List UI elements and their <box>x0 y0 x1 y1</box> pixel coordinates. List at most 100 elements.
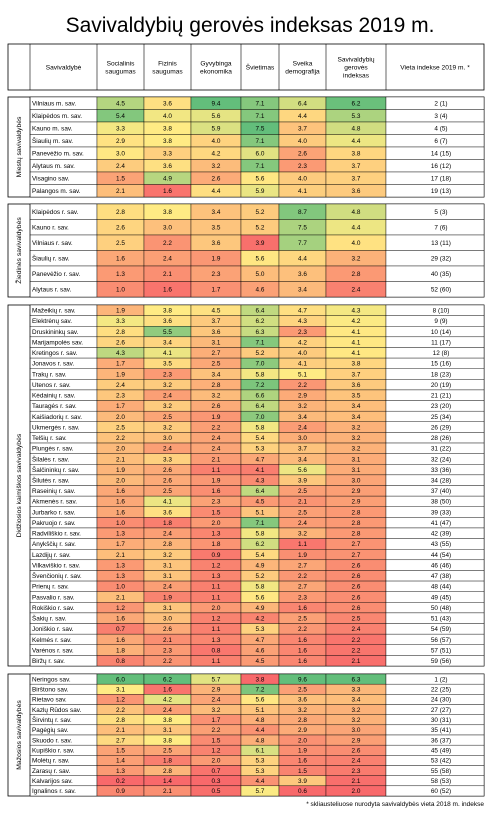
value-label: 2.1 <box>212 456 221 463</box>
value-label: 2.4 <box>163 393 172 400</box>
rank-label: 44 (54) <box>431 552 451 559</box>
value-label: 7.1 <box>256 138 265 145</box>
value-label: 1.3 <box>212 637 221 644</box>
value-label: 3.8 <box>163 717 172 724</box>
value-label: 3.6 <box>163 101 172 108</box>
value-label: 2.4 <box>352 626 361 633</box>
value-label: 3.0 <box>116 151 125 158</box>
rank-label: 1 (2) <box>434 676 447 683</box>
municipality-name: Alytaus m. sav. <box>32 163 75 170</box>
value-label: 1.6 <box>116 509 125 516</box>
municipality-name: Ukmergės r. sav. <box>32 424 80 431</box>
value-label: 2.2 <box>163 658 172 665</box>
value-label: 2.2 <box>298 573 307 580</box>
value-label: 3.2 <box>212 707 221 714</box>
value-label: 4.7 <box>298 308 307 315</box>
value-label: 7.1 <box>256 339 265 346</box>
value-label: 4.2 <box>352 318 361 325</box>
value-label: 2.4 <box>298 520 307 527</box>
value-label: 4.5 <box>256 658 265 665</box>
value-label: 7.5 <box>256 126 265 133</box>
value-label: 6.4 <box>256 403 265 410</box>
value-label: 3.3 <box>116 318 125 325</box>
municipality-name: Panevėžio r. sav. <box>32 271 80 278</box>
value-label: 4.1 <box>298 361 307 368</box>
value-label: 2.9 <box>298 727 307 734</box>
value-label: 5.0 <box>256 271 265 278</box>
rank-label: 12 (8) <box>433 350 450 357</box>
value-label: 2.8 <box>352 271 361 278</box>
rank-label: 10 (14) <box>431 329 451 336</box>
rank-label: 41 (47) <box>431 520 451 527</box>
column-header: Savivaldybių gerovės indeksas <box>337 57 374 80</box>
value-label: 1.9 <box>212 414 221 421</box>
value-label: 1.5 <box>298 768 307 775</box>
value-label: 3.1 <box>212 339 221 346</box>
rank-label: 19 (13) <box>431 188 451 195</box>
value-label: 1.3 <box>116 573 125 580</box>
value-label: 2.8 <box>116 209 125 216</box>
column-header: Vieta indekse 2019 m. * <box>400 65 470 72</box>
value-label: 4.2 <box>298 339 307 346</box>
municipality-name: Šakių r. sav. <box>32 614 67 623</box>
municipality-name: Pagėgių sav. <box>32 727 69 734</box>
value-label: 2.0 <box>212 605 221 612</box>
value-label: 2.1 <box>116 727 125 734</box>
value-label: 3.6 <box>163 509 172 516</box>
value-label: 2.7 <box>298 584 307 591</box>
value-label: 5.9 <box>212 126 221 133</box>
value-label: 1.1 <box>212 584 221 591</box>
group-label: Didžiosios kaimiškos savivaldybės <box>16 433 23 537</box>
value-label: 2.4 <box>163 531 172 538</box>
value-label: 2.7 <box>212 350 221 357</box>
value-label: 3.1 <box>352 456 361 463</box>
value-label: 4.8 <box>256 737 265 744</box>
value-label: 4.5 <box>212 308 221 315</box>
value-label: 2.5 <box>116 424 125 431</box>
value-label: 1.2 <box>212 748 221 755</box>
value-label: 2.9 <box>352 499 361 506</box>
value-label: 1.7 <box>212 287 221 294</box>
value-label: 5.3 <box>256 758 265 765</box>
value-label: 0.8 <box>212 647 221 654</box>
value-label: 5.6 <box>256 697 265 704</box>
value-label: 6.0 <box>256 151 265 158</box>
municipality-name: Pasvalio r. sav. <box>32 594 75 601</box>
value-label: 3.4 <box>298 456 307 463</box>
rank-label: 29 (32) <box>431 256 451 263</box>
value-label: 3.8 <box>163 209 172 216</box>
value-label: 3.1 <box>116 687 125 694</box>
value-label: 1.8 <box>163 520 172 527</box>
value-label: 1.3 <box>116 768 125 775</box>
value-label: 4.6 <box>256 647 265 654</box>
rank-label: 26 (29) <box>431 424 451 431</box>
value-label: 1.2 <box>212 616 221 623</box>
value-label: 5.8 <box>256 531 265 538</box>
rank-label: 45 (49) <box>431 748 451 755</box>
value-label: 3.2 <box>212 163 221 170</box>
rank-cell <box>385 655 485 667</box>
municipality-name: Širvintų r. sav. <box>32 715 72 724</box>
value-label: 2.6 <box>352 584 361 591</box>
value-label: 5.7 <box>256 788 265 795</box>
value-label: 2.5 <box>352 616 361 623</box>
value-label: 7.2 <box>256 382 265 389</box>
rank-label: 60 (52) <box>431 788 451 795</box>
value-label: 3.1 <box>163 573 172 580</box>
value-label: 2.7 <box>298 562 307 569</box>
value-label: 1.6 <box>298 658 307 665</box>
value-label: 2.0 <box>212 758 221 765</box>
value-label: 3.3 <box>163 456 172 463</box>
value-label: 6.2 <box>352 101 361 108</box>
value-label: 1.6 <box>298 637 307 644</box>
value-label: 2.1 <box>116 594 125 601</box>
value-label: 2.5 <box>163 414 172 421</box>
value-label: 3.2 <box>352 256 361 263</box>
value-label: 2.6 <box>116 225 125 232</box>
rank-label: 37 (40) <box>431 488 451 495</box>
value-label: 1.2 <box>116 697 125 704</box>
rank-label: 7 (6) <box>434 225 447 232</box>
municipality-name: Biržų r. sav. <box>32 658 65 665</box>
municipality-name: Kalvarijos sav. <box>32 778 73 785</box>
municipality-name: Švenčionių r. sav. <box>32 571 82 580</box>
